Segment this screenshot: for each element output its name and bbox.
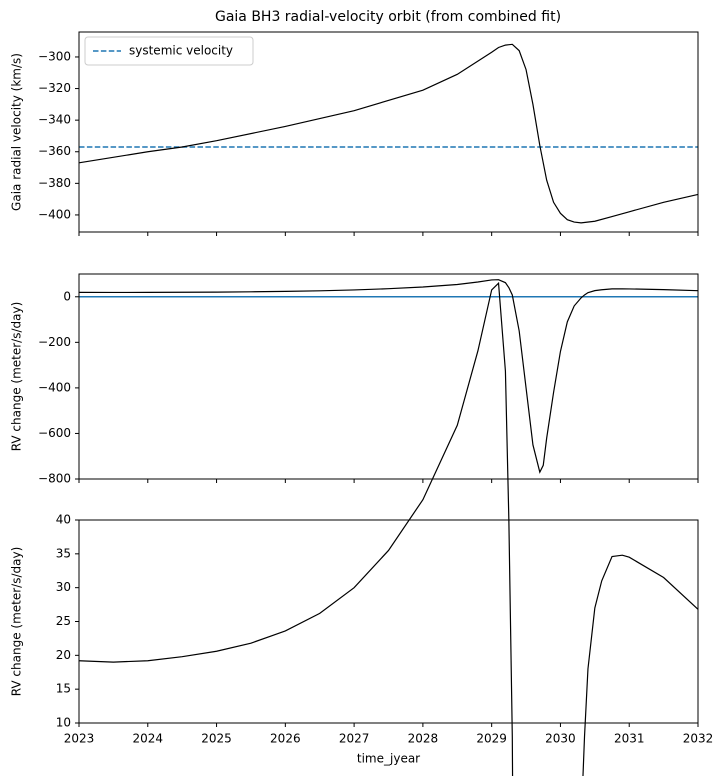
y-tick-label: 30 bbox=[56, 580, 71, 594]
y-tick-label: 40 bbox=[56, 513, 71, 527]
y-tick-label: −300 bbox=[38, 49, 71, 63]
y-axis-label: RV change (meter/s/day) bbox=[10, 547, 24, 697]
y-tick-label: −340 bbox=[38, 113, 71, 127]
x-tick-label: 2031 bbox=[614, 732, 645, 746]
y-tick-label: 10 bbox=[56, 716, 71, 730]
y-axis-label: RV change (meter/s/day) bbox=[10, 302, 24, 452]
y-tick-label: 35 bbox=[56, 546, 71, 560]
x-tick-label: 2030 bbox=[545, 732, 576, 746]
y-tick-label: −200 bbox=[38, 335, 71, 349]
y-tick-label: −400 bbox=[38, 380, 71, 394]
x-tick-label: 2029 bbox=[476, 732, 507, 746]
y-tick-label: 15 bbox=[56, 682, 71, 696]
x-tick-label: 2023 bbox=[64, 732, 95, 746]
data-line bbox=[78, 43, 699, 224]
x-tick-label: 2027 bbox=[339, 732, 370, 746]
x-tick-label: 2024 bbox=[133, 732, 164, 746]
y-tick-label: −800 bbox=[38, 472, 71, 486]
y-tick-label: −320 bbox=[38, 81, 71, 95]
axes-frame bbox=[78, 31, 699, 233]
y-tick-label: −380 bbox=[38, 176, 71, 190]
x-tick-label: 2026 bbox=[270, 732, 301, 746]
y-tick-label: 25 bbox=[56, 614, 71, 628]
x-tick-label: 2025 bbox=[201, 732, 232, 746]
y-tick-label: 0 bbox=[63, 289, 71, 303]
x-tick-label: 2032 bbox=[683, 732, 714, 746]
axes-frame bbox=[78, 273, 699, 480]
legend-box bbox=[84, 36, 254, 66]
y-axis-label: Gaia radial velocity (km/s) bbox=[10, 53, 24, 211]
x-tick-label: 2028 bbox=[408, 732, 439, 746]
x-axis-label: time_jyear bbox=[357, 752, 420, 766]
data-line bbox=[78, 279, 699, 474]
legend-label: systemic velocity bbox=[129, 44, 233, 58]
y-tick-label: 20 bbox=[56, 648, 71, 662]
axes-frame bbox=[78, 519, 699, 724]
y-tick-label: −400 bbox=[38, 207, 71, 221]
chart-title: Gaia BH3 radial-velocity orbit (from com… bbox=[215, 9, 561, 25]
y-tick-label: −600 bbox=[38, 426, 71, 440]
data-line bbox=[78, 281, 699, 776]
y-tick-label: −360 bbox=[38, 144, 71, 158]
